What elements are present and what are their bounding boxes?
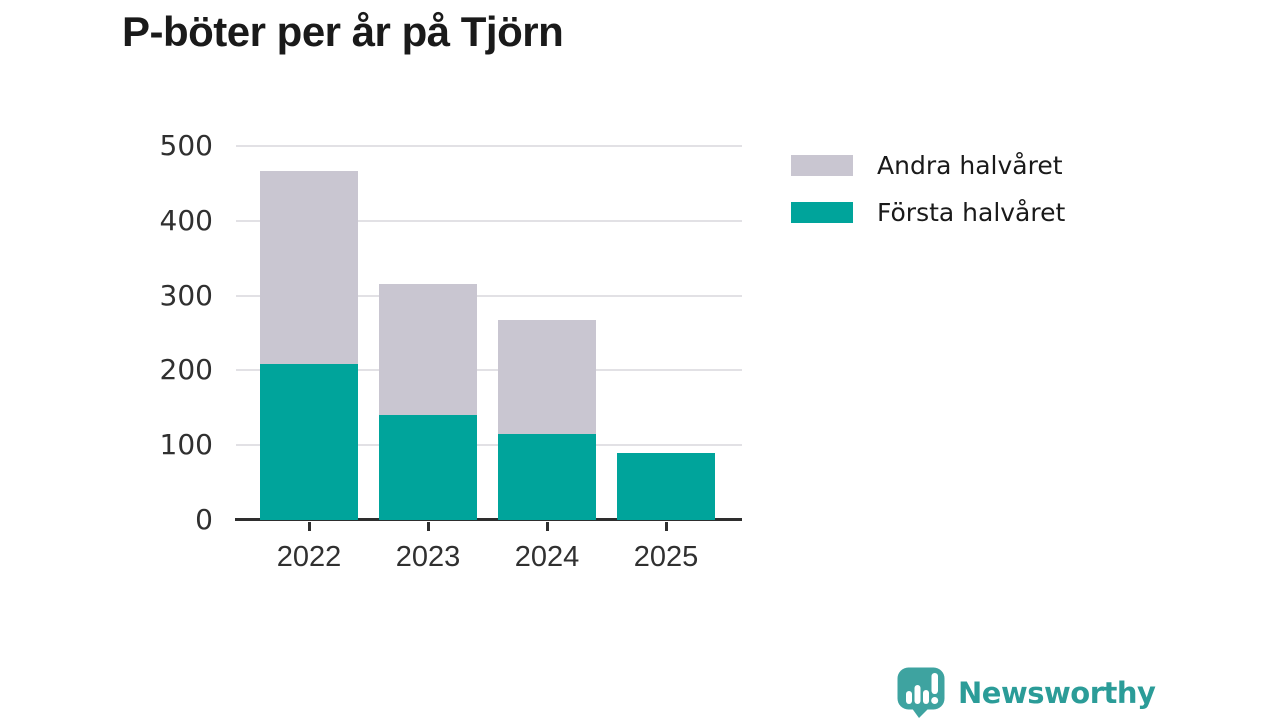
chart-title: P-böter per år på Tjörn [122,8,564,55]
legend-label-forsta-halvaret: Första halvåret [877,197,1066,227]
legend-swatch-andra-halvaret [791,154,853,176]
x-tick-2024 [545,522,549,531]
y-tick-label-500: 500 [159,129,213,162]
plot-area [235,145,742,531]
bar-2025-forsta-halvaret [617,452,715,520]
gridline-200 [236,369,742,372]
bar-2024-andra-halvaret [498,320,596,434]
y-tick-label-100: 100 [159,428,213,462]
bar-2024-forsta-halvaret [498,433,596,520]
bar-2022-forsta-halvaret [260,364,358,520]
gridline-500 [236,145,742,147]
x-tick-label-2025: 2025 [633,541,699,573]
x-tick-2025 [664,522,668,531]
y-tick-label-0: 0 [195,503,213,536]
gridline-400 [236,219,742,222]
y-tick-label-400: 400 [159,203,213,237]
x-tick-2022 [307,522,311,531]
x-axis-line [235,518,742,521]
bar-chart-speech-bubble-icon [897,667,945,718]
x-tick-label-2022: 2022 [276,541,342,573]
y-tick-label-300: 300 [159,278,213,312]
bar-2022-andra-halvaret [260,170,358,365]
bar-2023-forsta-halvaret [379,414,477,520]
legend-item-forsta-halvaret: Första halvåret [791,198,1065,227]
legend-item-andra-halvaret: Andra halvåret [791,151,1063,180]
x-tick-label-2024: 2024 [514,541,580,573]
x-tick-2023 [426,522,430,531]
newsworthy-logo: Newsworthy [896,666,1156,719]
newsworthy-wordmark: Newsworthy [958,675,1156,710]
legend-label-andra-halvaret: Andra halvåret [877,150,1063,180]
y-tick-label-200: 200 [159,353,213,387]
gridline-100 [236,444,742,447]
x-tick-label-2023: 2023 [395,541,461,573]
gridline-300 [236,294,742,297]
legend-swatch-forsta-halvaret [791,201,853,223]
bar-2023-andra-halvaret [379,284,477,415]
